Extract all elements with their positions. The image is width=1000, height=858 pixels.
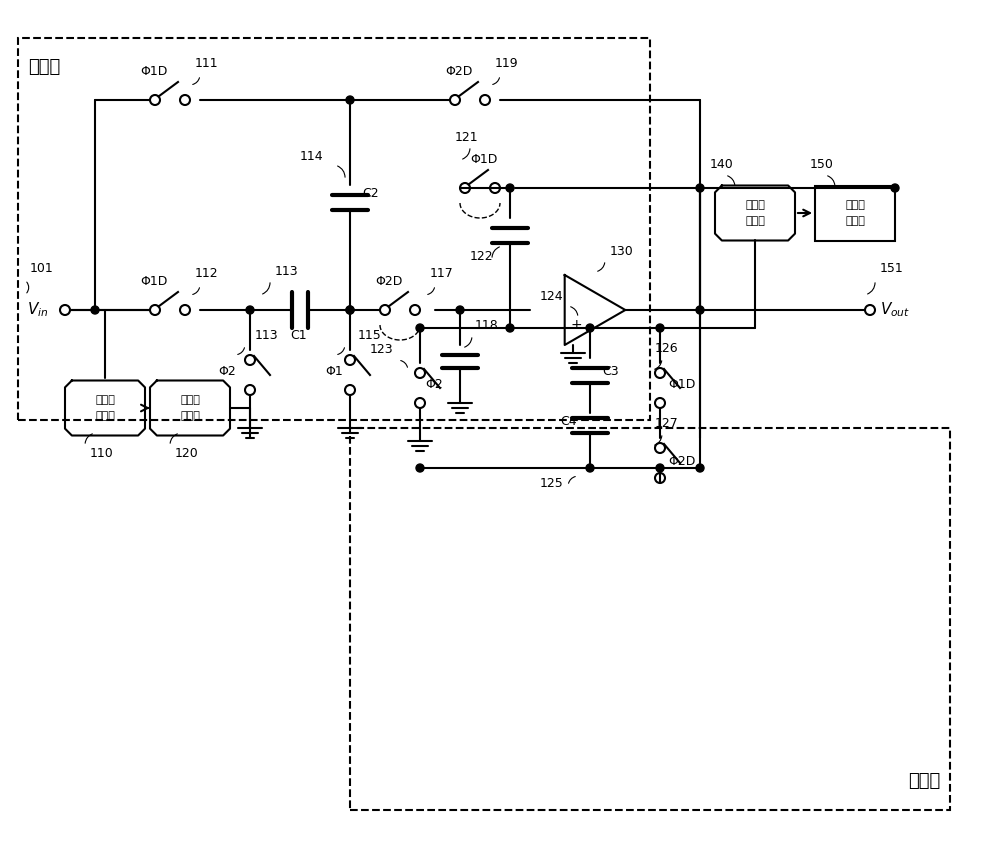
Circle shape bbox=[346, 306, 354, 314]
Circle shape bbox=[506, 324, 514, 332]
Text: $V_{out}$: $V_{out}$ bbox=[880, 300, 910, 319]
Text: 第二级: 第二级 bbox=[908, 772, 940, 790]
Circle shape bbox=[91, 306, 99, 314]
Bar bbox=[815, 185, 895, 240]
Text: 114: 114 bbox=[300, 150, 324, 163]
Text: 子模数: 子模数 bbox=[95, 395, 115, 405]
Text: 转换器: 转换器 bbox=[845, 216, 865, 226]
Text: 124: 124 bbox=[540, 290, 564, 303]
Text: 150: 150 bbox=[810, 158, 834, 171]
Text: Φ1: Φ1 bbox=[325, 365, 343, 378]
Text: 子数模: 子数模 bbox=[180, 395, 200, 405]
Circle shape bbox=[656, 324, 664, 332]
Text: 151: 151 bbox=[880, 262, 904, 275]
Text: Φ1D: Φ1D bbox=[668, 378, 695, 391]
Circle shape bbox=[696, 464, 704, 472]
Text: Φ2D: Φ2D bbox=[445, 65, 472, 78]
Circle shape bbox=[346, 306, 354, 314]
Text: 126: 126 bbox=[655, 342, 679, 355]
Circle shape bbox=[696, 306, 704, 314]
Circle shape bbox=[246, 306, 254, 314]
Text: Φ1D: Φ1D bbox=[140, 65, 167, 78]
Text: 115: 115 bbox=[358, 329, 382, 342]
Text: 110: 110 bbox=[90, 447, 114, 460]
Circle shape bbox=[586, 464, 594, 472]
Text: 子数模: 子数模 bbox=[845, 200, 865, 210]
Circle shape bbox=[586, 324, 594, 332]
Circle shape bbox=[346, 96, 354, 104]
Text: 转换器: 转换器 bbox=[745, 216, 765, 226]
Text: 120: 120 bbox=[175, 447, 199, 460]
Text: C1: C1 bbox=[290, 329, 307, 342]
Text: 111: 111 bbox=[195, 57, 219, 70]
Text: 140: 140 bbox=[710, 158, 734, 171]
Text: 119: 119 bbox=[495, 57, 519, 70]
Circle shape bbox=[416, 324, 424, 332]
Text: Φ1D: Φ1D bbox=[140, 275, 167, 288]
Text: 第一级: 第一级 bbox=[28, 58, 60, 76]
Circle shape bbox=[506, 184, 514, 192]
Text: C4: C4 bbox=[560, 415, 577, 428]
Text: 118: 118 bbox=[475, 319, 499, 332]
Text: C3: C3 bbox=[602, 365, 619, 378]
Circle shape bbox=[456, 306, 464, 314]
Circle shape bbox=[891, 184, 899, 192]
Circle shape bbox=[696, 184, 704, 192]
Text: 130: 130 bbox=[610, 245, 634, 258]
Text: 127: 127 bbox=[655, 417, 679, 430]
Text: +: + bbox=[570, 318, 582, 332]
Text: 子模数: 子模数 bbox=[745, 200, 765, 210]
Text: 112: 112 bbox=[195, 267, 219, 280]
Text: Φ2D: Φ2D bbox=[668, 455, 695, 468]
Text: $V_{in}$: $V_{in}$ bbox=[27, 300, 48, 319]
Text: Φ1D: Φ1D bbox=[470, 153, 497, 166]
Text: 113: 113 bbox=[275, 265, 299, 278]
Circle shape bbox=[656, 464, 664, 472]
Text: 125: 125 bbox=[540, 477, 564, 490]
Text: 123: 123 bbox=[370, 343, 394, 356]
Text: 113: 113 bbox=[255, 329, 279, 342]
Text: Φ2: Φ2 bbox=[425, 378, 443, 391]
Text: 转换器: 转换器 bbox=[180, 411, 200, 421]
Text: 121: 121 bbox=[455, 131, 479, 144]
Text: Φ2D: Φ2D bbox=[375, 275, 402, 288]
Text: C2: C2 bbox=[362, 187, 379, 200]
Text: 转换器: 转换器 bbox=[95, 411, 115, 421]
Text: 122: 122 bbox=[470, 250, 494, 263]
Text: 101: 101 bbox=[30, 262, 54, 275]
Text: 117: 117 bbox=[430, 267, 454, 280]
Circle shape bbox=[416, 464, 424, 472]
Text: Φ2: Φ2 bbox=[218, 365, 236, 378]
